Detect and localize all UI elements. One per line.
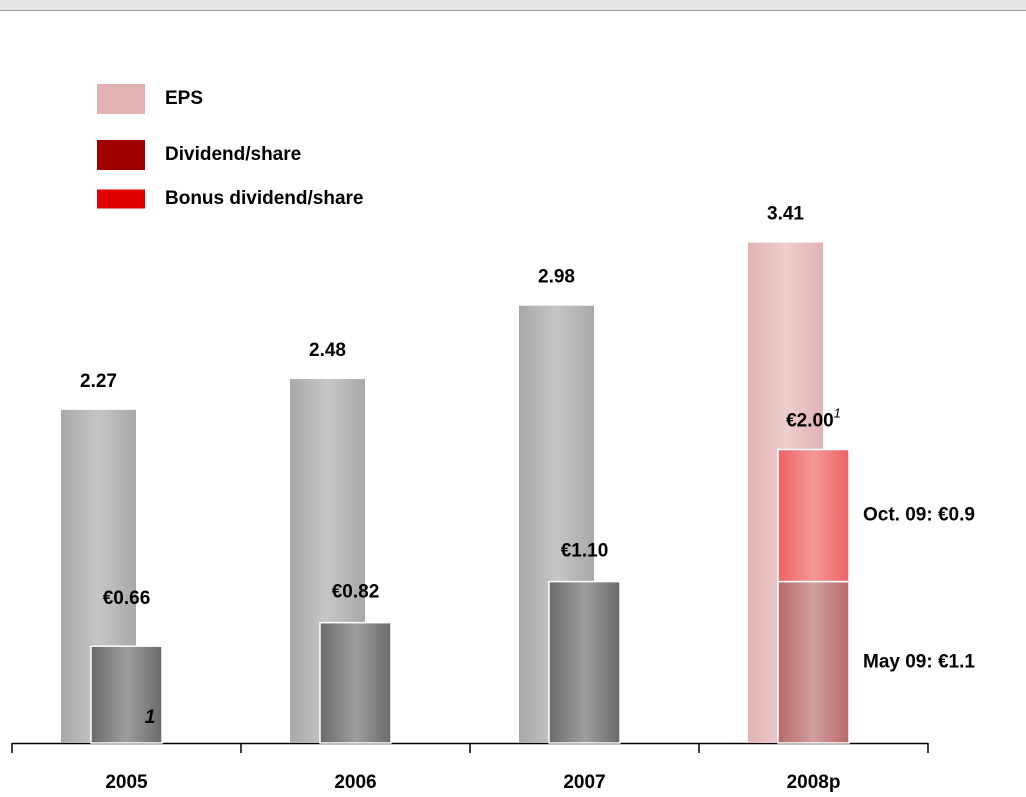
- bonus-label: Oct. 09: €0.9: [863, 505, 975, 526]
- x-tick-label: 2006: [334, 772, 376, 793]
- legend-label: Dividend/share: [165, 144, 301, 165]
- total-text: €2.00: [786, 411, 834, 432]
- dividend-label: May 09: €1.1: [863, 651, 975, 672]
- eps-label: 2.98: [538, 267, 575, 288]
- legend-label: EPS: [165, 88, 203, 109]
- dividend-label: €1.10: [561, 541, 609, 562]
- x-tick-label: 2008p: [787, 772, 841, 793]
- legend-swatch: [97, 84, 145, 114]
- legend-label: Bonus dividend/share: [165, 188, 363, 209]
- dividend-bar: [548, 580, 621, 744]
- footnote-mark: 1: [834, 406, 841, 421]
- legend-swatch: [97, 189, 145, 209]
- dividend-bar: [777, 580, 850, 744]
- bonus-bar: [777, 448, 850, 583]
- eps-label: 2.48: [309, 340, 346, 361]
- dividend-bar: [319, 621, 392, 744]
- x-tick-label: 2005: [105, 772, 148, 793]
- dividend-label: €0.82: [332, 582, 380, 603]
- dividend-label: €0.66: [103, 588, 151, 609]
- dividend-bar: [90, 645, 163, 744]
- total-label: €2.001: [786, 406, 841, 432]
- footnote-mark: 1: [145, 707, 156, 728]
- top-band: [0, 0, 1026, 10]
- legend-swatch: [97, 140, 145, 170]
- x-tick-label: 2007: [563, 772, 605, 793]
- eps-label: 3.41: [767, 204, 804, 225]
- eps-label: 2.27: [80, 371, 117, 392]
